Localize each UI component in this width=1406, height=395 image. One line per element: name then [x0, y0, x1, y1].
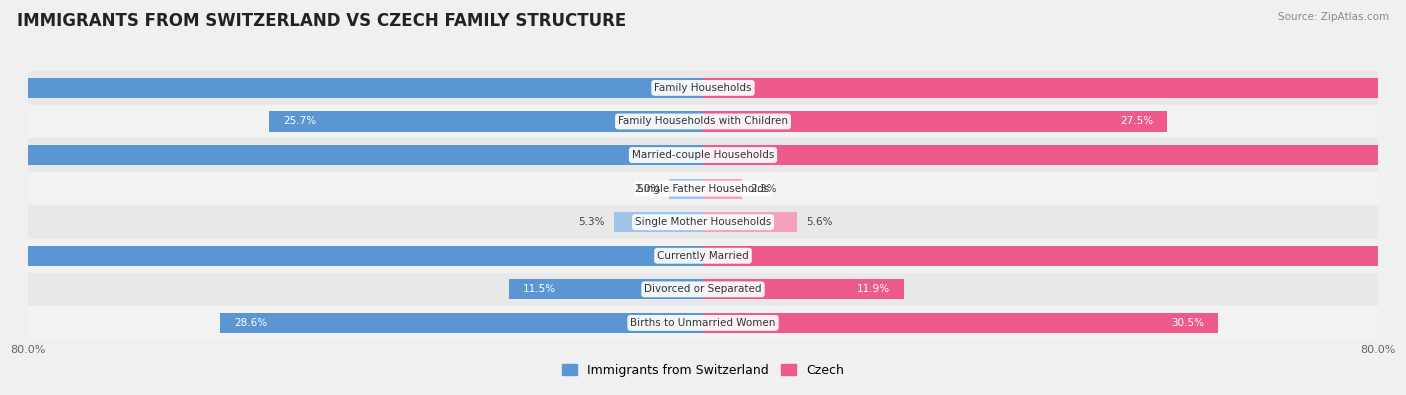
Bar	[270, 111, 703, 132]
Bar	[28, 239, 1378, 273]
Text: Married-couple Households: Married-couple Households	[631, 150, 775, 160]
Bar	[28, 172, 1378, 205]
Text: 28.6%: 28.6%	[233, 318, 267, 328]
Text: Family Households with Children: Family Households with Children	[619, 117, 787, 126]
Bar	[28, 138, 1378, 172]
Bar	[28, 205, 1378, 239]
Bar	[703, 313, 1218, 333]
Text: Single Father Households: Single Father Households	[637, 184, 769, 194]
Bar	[28, 273, 1378, 306]
Bar	[0, 145, 703, 165]
Text: 11.5%: 11.5%	[523, 284, 555, 294]
Bar	[221, 313, 703, 333]
Bar	[0, 246, 703, 266]
Bar	[703, 179, 742, 199]
Text: IMMIGRANTS FROM SWITZERLAND VS CZECH FAMILY STRUCTURE: IMMIGRANTS FROM SWITZERLAND VS CZECH FAM…	[17, 12, 626, 30]
Bar	[0, 78, 703, 98]
Text: Currently Married: Currently Married	[657, 251, 749, 261]
Text: 11.9%: 11.9%	[858, 284, 890, 294]
Text: Single Mother Households: Single Mother Households	[636, 217, 770, 227]
Text: Family Households: Family Households	[654, 83, 752, 93]
Bar	[703, 111, 1167, 132]
Bar	[509, 279, 703, 299]
Text: 2.0%: 2.0%	[634, 184, 661, 194]
Text: 5.6%: 5.6%	[806, 217, 832, 227]
Text: 25.7%: 25.7%	[283, 117, 316, 126]
Text: Births to Unmarried Women: Births to Unmarried Women	[630, 318, 776, 328]
Bar	[669, 179, 703, 199]
Bar	[613, 212, 703, 232]
Bar	[28, 105, 1378, 138]
Text: 5.3%: 5.3%	[579, 217, 605, 227]
Text: 27.5%: 27.5%	[1121, 117, 1153, 126]
Text: 2.3%: 2.3%	[751, 184, 776, 194]
Bar	[28, 306, 1378, 340]
Bar	[28, 71, 1378, 105]
Text: Source: ZipAtlas.com: Source: ZipAtlas.com	[1278, 12, 1389, 22]
Bar	[703, 246, 1406, 266]
Text: 30.5%: 30.5%	[1171, 318, 1204, 328]
Legend: Immigrants from Switzerland, Czech: Immigrants from Switzerland, Czech	[557, 359, 849, 382]
Text: Divorced or Separated: Divorced or Separated	[644, 284, 762, 294]
Bar	[703, 78, 1406, 98]
Bar	[703, 145, 1406, 165]
Bar	[703, 212, 797, 232]
Bar	[703, 279, 904, 299]
